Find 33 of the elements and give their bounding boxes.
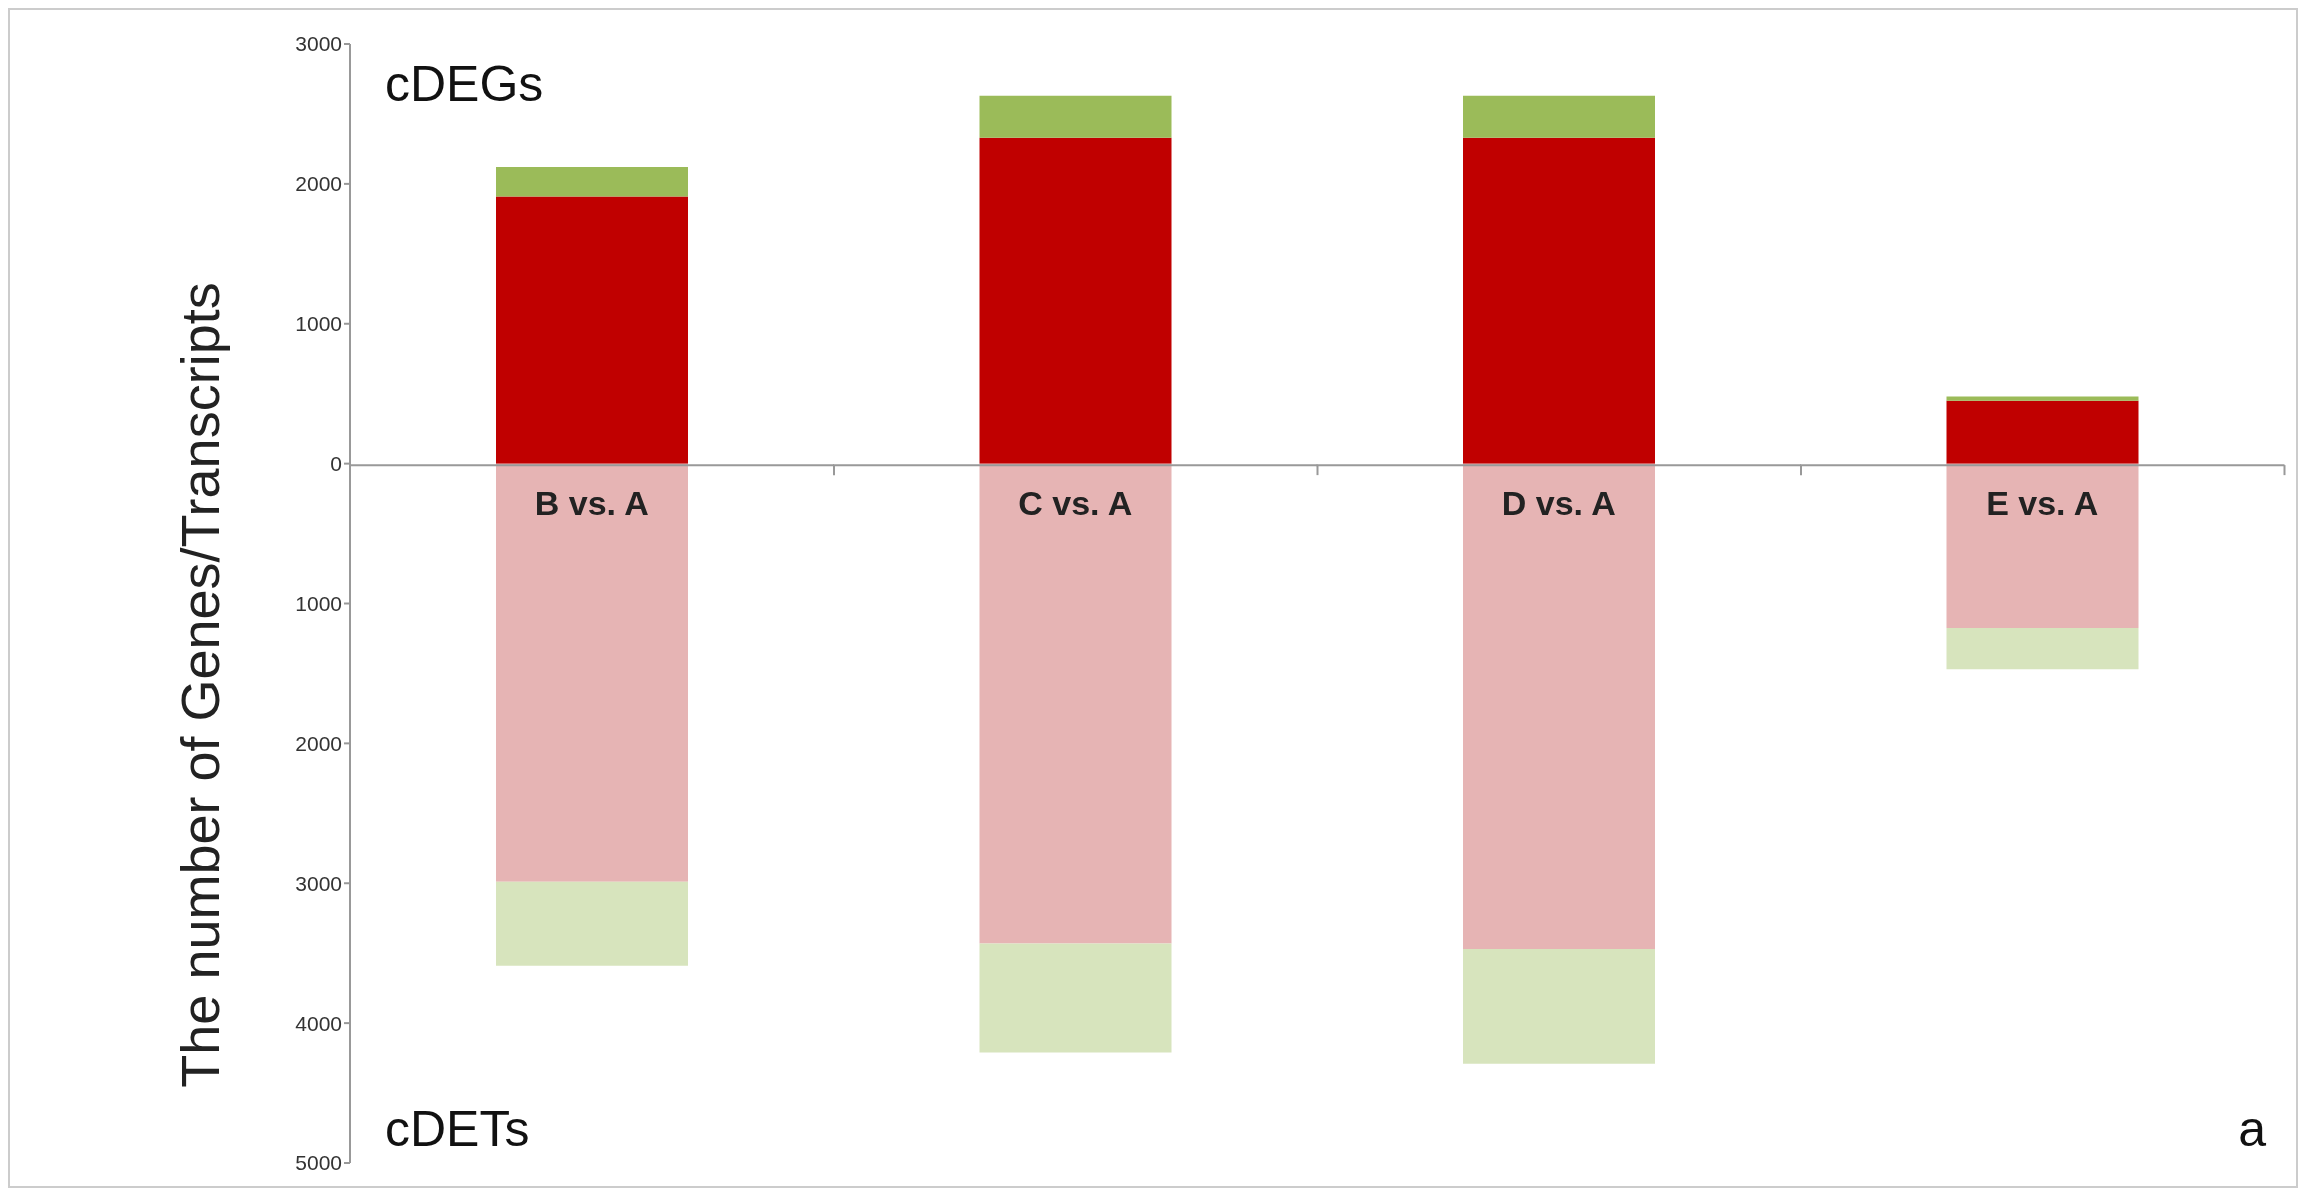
bar [979, 137, 1172, 464]
y-tick-label: 2000 [295, 731, 342, 755]
x-tick-label: E vs. A [1986, 484, 2099, 523]
y-tick-label: 1000 [295, 312, 342, 336]
bar [1463, 463, 1655, 949]
bar [1463, 137, 1655, 464]
x-tick-label: B vs. A [534, 484, 649, 523]
y-tick-label: 5000 [295, 1151, 342, 1175]
annotation: cDETs [385, 1100, 530, 1158]
annotation: cDEGs [385, 55, 544, 113]
bar [1946, 463, 2139, 628]
bar [1946, 627, 2139, 670]
y-tick-label: 0 [330, 452, 342, 476]
y-axis-title: The number of Genes/Transcripts [169, 282, 231, 1088]
bar [979, 95, 1172, 138]
y-tick-label: 4000 [295, 1011, 342, 1035]
annotation: a [2238, 1100, 2266, 1158]
bar [496, 167, 688, 197]
y-tick-label: 3000 [295, 871, 342, 895]
bar [979, 943, 1172, 1053]
y-tick-label: 1000 [295, 591, 342, 615]
bar [1946, 396, 2139, 401]
bar [496, 881, 688, 966]
bar [496, 196, 688, 464]
x-tick-label: D vs. A [1501, 484, 1616, 523]
bar [979, 463, 1172, 944]
y-tick-label: 3000 [295, 32, 342, 56]
x-tick-label: C vs. A [1018, 484, 1133, 523]
y-tick-label: 2000 [295, 172, 342, 196]
bar [496, 463, 688, 882]
bar [1946, 400, 2139, 464]
bar [1463, 95, 1655, 138]
bar [1463, 948, 1655, 1064]
